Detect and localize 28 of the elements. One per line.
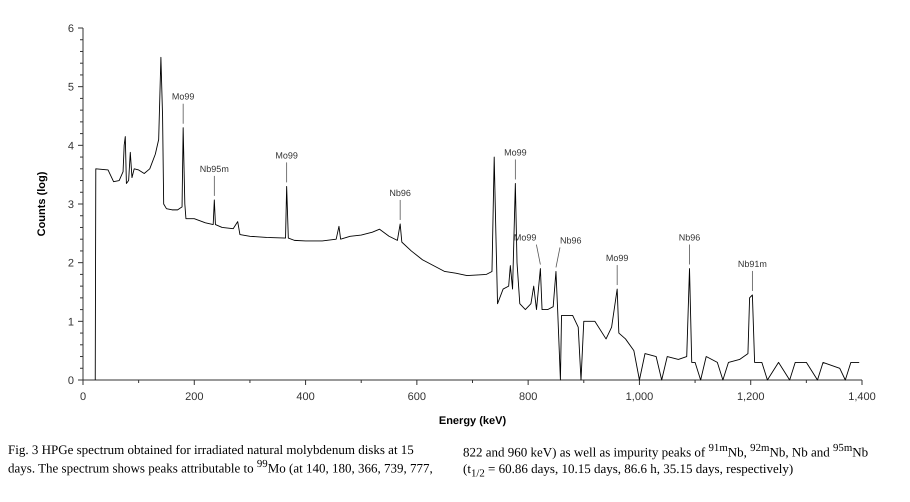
annotation: Mo99 [172, 92, 194, 102]
line-series [94, 56, 860, 380]
y-tick-label: 2 [68, 258, 74, 270]
y-tick-label: 0 [68, 375, 74, 387]
y-tick-label: 6 [68, 23, 74, 35]
text: Fig. 3 HPGe spectrum obtained for irradiated natural molybdenum disks at 15 days. The spectrum shows peaks attributable to $^{99}$Mo (at 140, 180, 366, 739, 777, 822 and 960 keV) as well as impurity peaks of $^{91m}$Nb, $^{92m}$Nb, Nb and $^{95m}$Nb (t$_{1/2}$ = 60.86 days, 10.15 days, 86.6 h, 35.15 days, respectively) [8, 442, 868, 480]
annotation: Nb96 [678, 232, 700, 243]
x-tick-label: 1,000 [626, 391, 654, 403]
annotation: Nb96 [389, 188, 411, 198]
x-tick-label: 400 [296, 391, 315, 403]
x-tick-label: 800 [518, 391, 538, 403]
y-axis-title: Counts (log) [36, 171, 48, 236]
y-tick-label: 4 [68, 140, 74, 152]
x-tick-label: 0 [80, 391, 86, 403]
annotation: Nb95m [200, 164, 229, 174]
annotation: Nb96 [560, 235, 582, 246]
x-tick-label: 600 [408, 391, 426, 403]
annotation: Mo99 [606, 253, 628, 264]
annotation: Mo99 [504, 147, 527, 158]
y-tick-label: 1 [68, 316, 74, 328]
x-tick-label: 1,200 [736, 391, 764, 403]
x-axis-title: Energy (keV) [438, 415, 506, 427]
y-tick-label: 3 [68, 199, 74, 211]
annotation: Mo99 [275, 150, 298, 160]
x-tick-label: 200 [185, 391, 204, 403]
x-tick-label: 1,400 [848, 391, 876, 403]
y-tick-label: 5 [68, 82, 74, 94]
annotation: Nb91m [738, 258, 767, 269]
